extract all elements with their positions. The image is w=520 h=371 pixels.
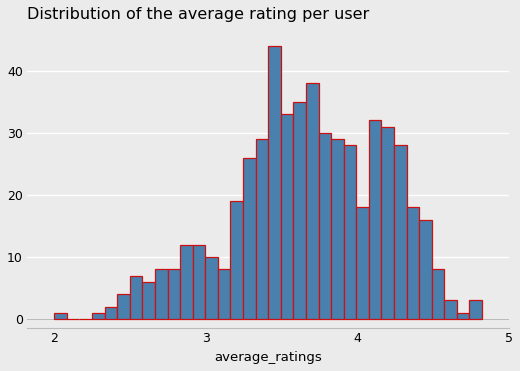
Bar xyxy=(193,244,205,319)
Bar xyxy=(457,313,470,319)
Bar xyxy=(230,201,243,319)
Bar xyxy=(243,158,256,319)
X-axis label: average_ratings: average_ratings xyxy=(214,351,322,364)
Bar xyxy=(381,127,394,319)
Bar xyxy=(92,313,105,319)
Bar xyxy=(293,102,306,319)
Bar xyxy=(419,220,432,319)
Bar xyxy=(54,313,67,319)
Bar xyxy=(117,294,130,319)
Bar xyxy=(268,46,281,319)
Bar xyxy=(344,145,356,319)
Bar xyxy=(306,83,319,319)
Bar xyxy=(432,269,444,319)
Bar xyxy=(167,269,180,319)
Bar xyxy=(369,120,381,319)
Bar xyxy=(470,301,482,319)
Bar xyxy=(180,244,193,319)
Bar xyxy=(218,269,230,319)
Bar xyxy=(142,282,155,319)
Bar xyxy=(281,114,293,319)
Text: Distribution of the average rating per user: Distribution of the average rating per u… xyxy=(27,7,369,22)
Bar xyxy=(331,139,344,319)
Bar xyxy=(205,257,218,319)
Bar xyxy=(356,207,369,319)
Bar xyxy=(256,139,268,319)
Bar xyxy=(407,207,419,319)
Bar xyxy=(394,145,407,319)
Bar xyxy=(444,301,457,319)
Bar xyxy=(319,133,331,319)
Bar xyxy=(155,269,167,319)
Bar xyxy=(130,276,142,319)
Bar xyxy=(105,306,117,319)
